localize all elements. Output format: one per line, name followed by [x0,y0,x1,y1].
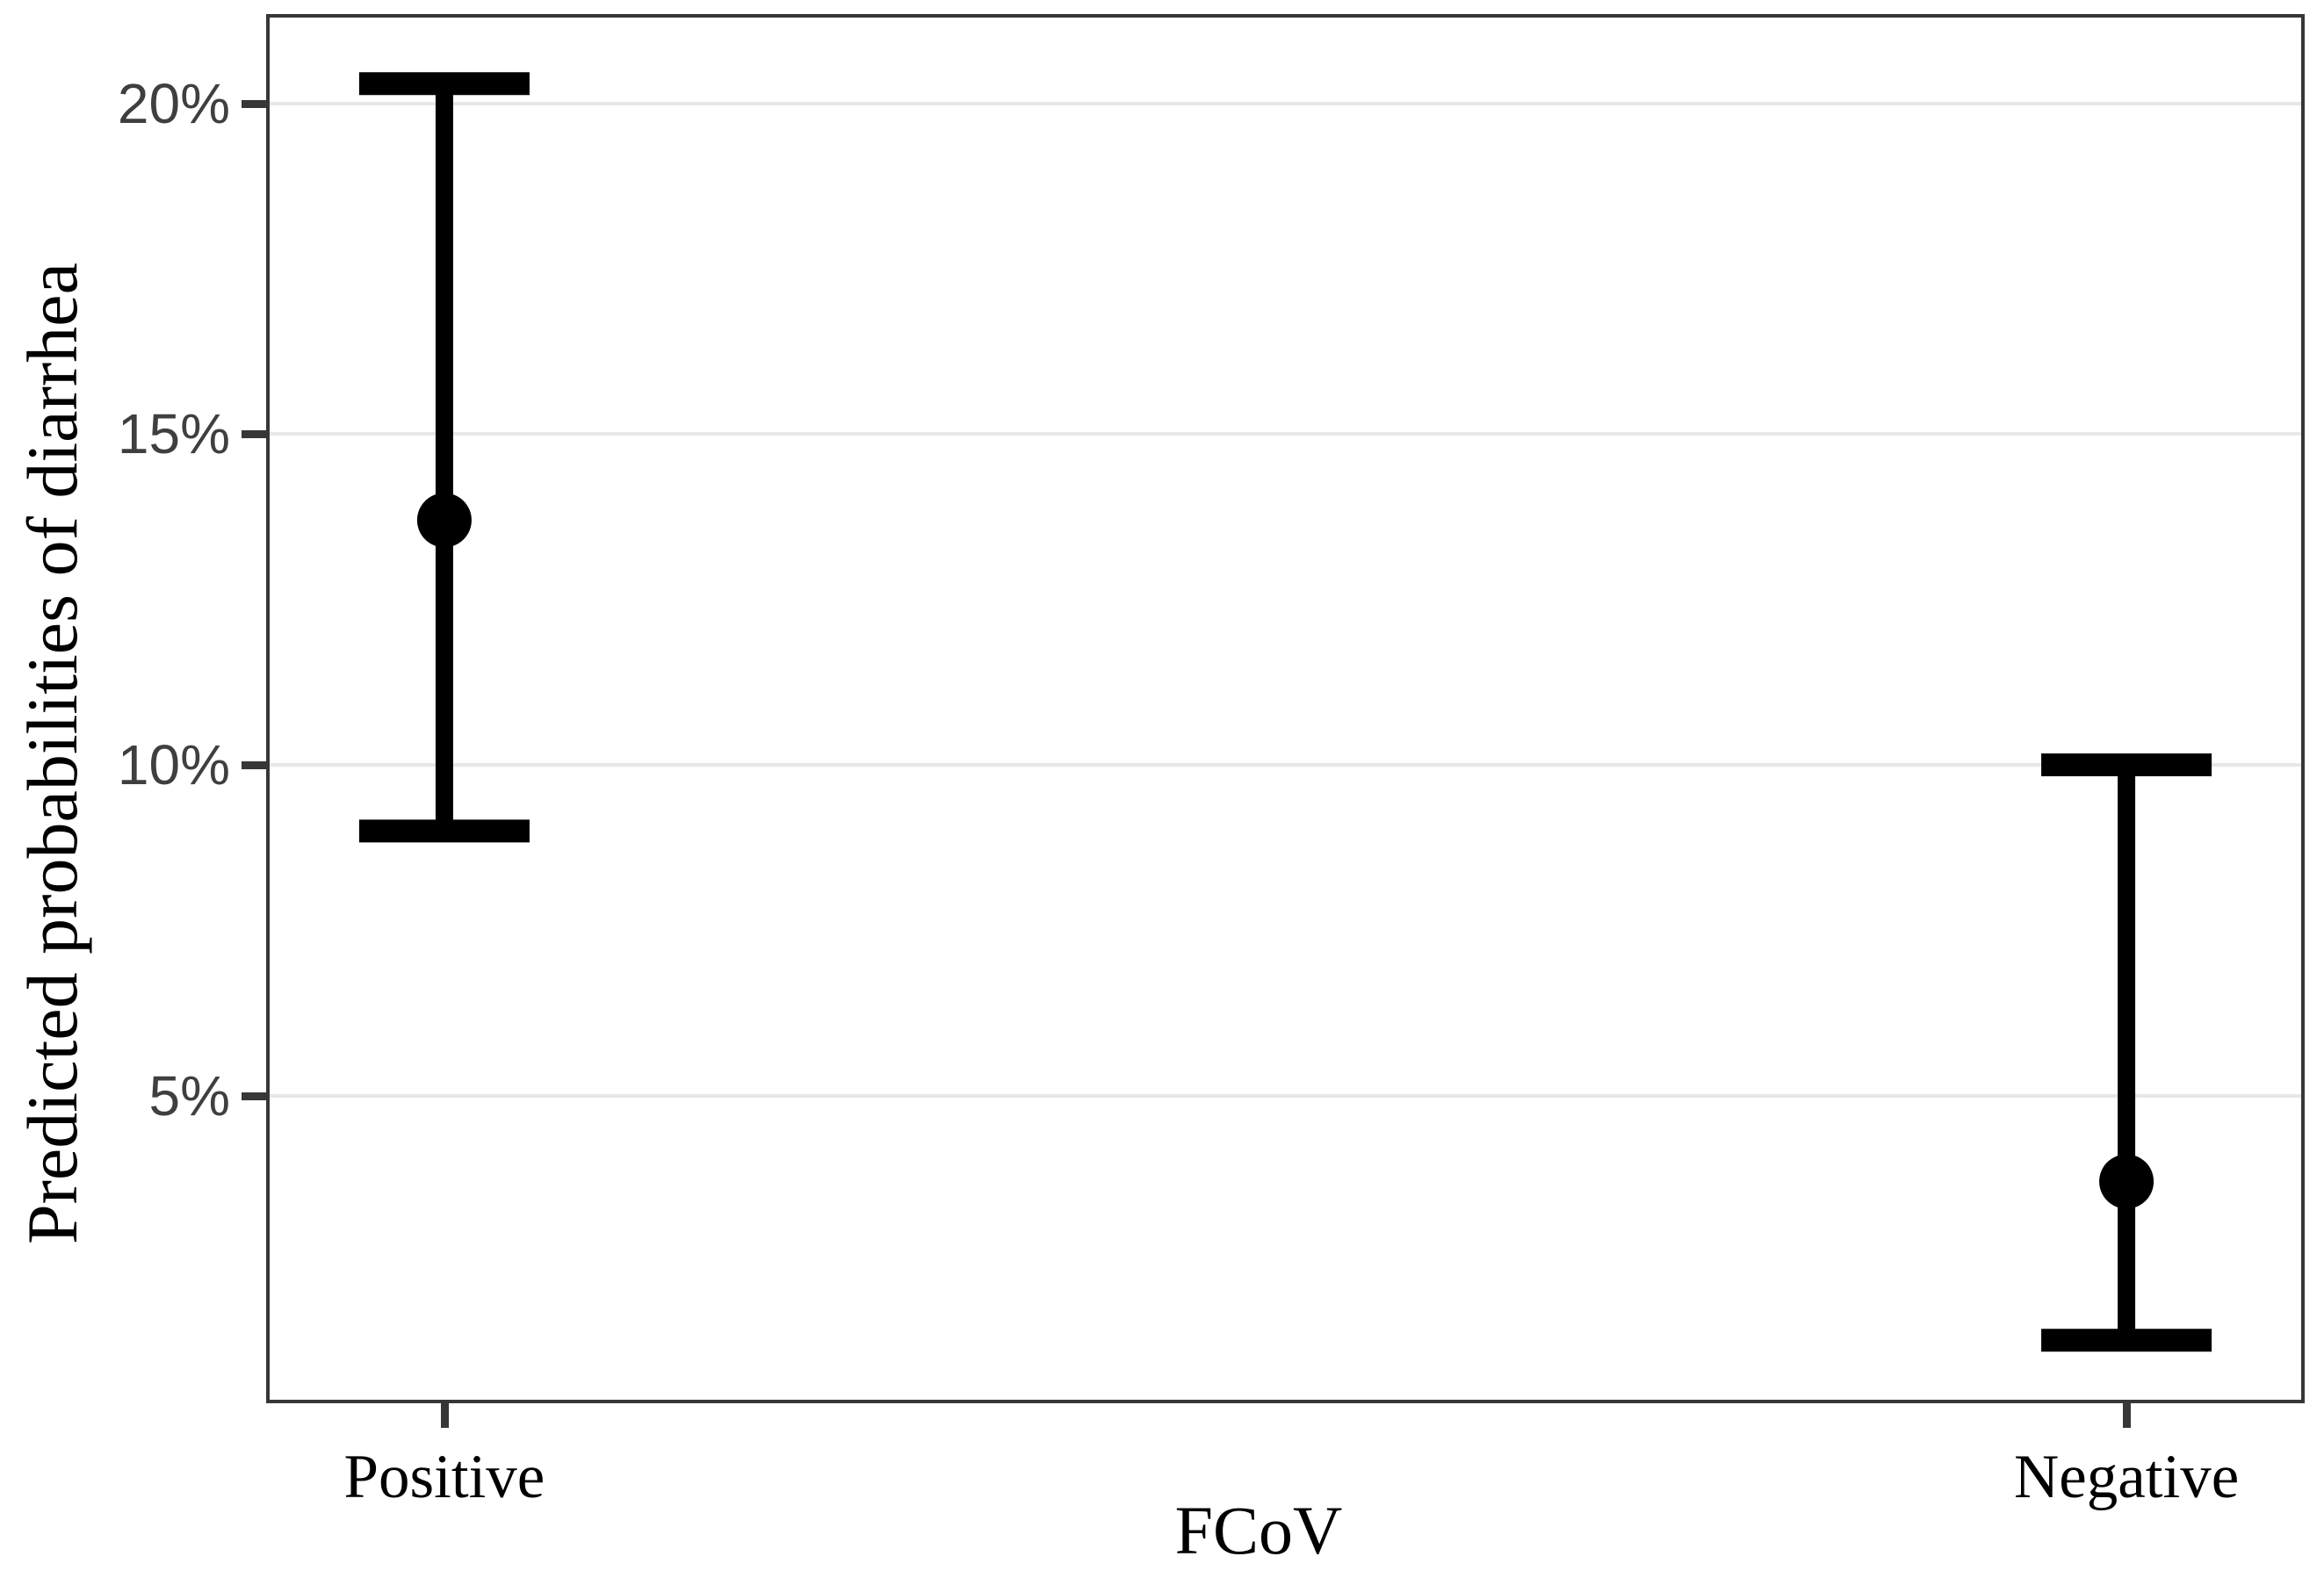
y-tick-label: 10% [117,733,230,796]
x-tick-label-positive: Positive [343,1443,545,1511]
gridline-10% [270,763,2301,767]
y-tick-mark [242,1092,270,1100]
gridline-20% [270,101,2301,105]
y-tick-mark [242,761,270,769]
x-tick-mark [2123,1401,2132,1428]
x-axis-title: FCoV [1174,1492,1343,1568]
y-tick-mark [242,430,270,439]
plot-panel [266,14,2305,1403]
y-tick-mark [242,99,270,108]
x-tick-label-negative: Negative [2013,1443,2240,1511]
y-tick-label: 15% [117,402,230,466]
x-tick-mark [440,1401,449,1428]
gridline-15% [270,432,2301,436]
y-tick-label: 5% [148,1063,231,1128]
y-tick-label: 20% [117,71,230,135]
gridline-5% [270,1093,2301,1098]
